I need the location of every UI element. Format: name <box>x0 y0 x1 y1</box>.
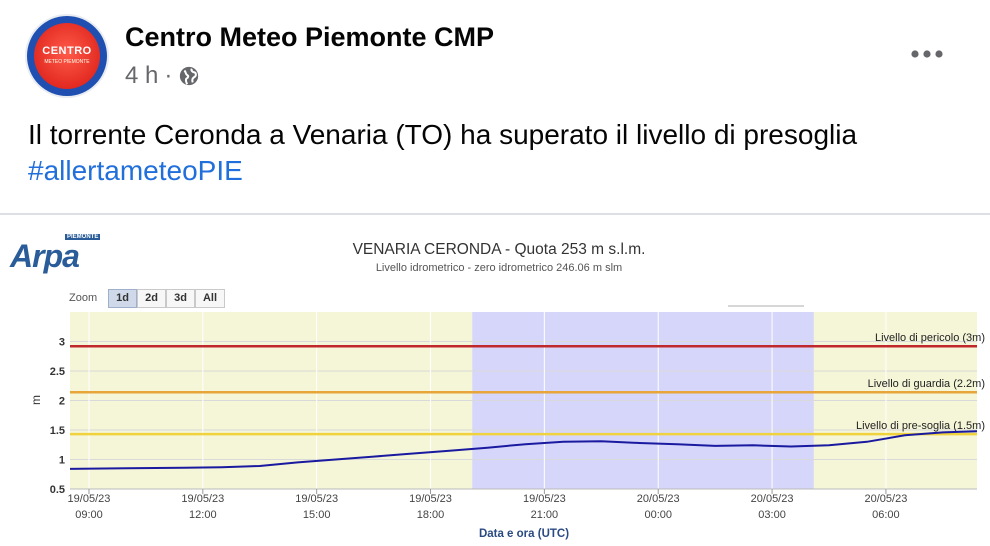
chart-subtitle: Livello idrometrico - zero idrometrico 2… <box>375 262 623 274</box>
post-caption: Il torrente Ceronda a Venaria (TO) ha su… <box>28 119 858 150</box>
chart-title: VENARIA CERONDA - Quota 253 m s.l.m. <box>352 241 646 258</box>
post-meta: 4 h · <box>125 62 200 90</box>
page-avatar[interactable]: CENTRO METEO PIEMONTE <box>27 16 107 96</box>
x-tick-time: 00:00 <box>644 509 672 521</box>
x-tick-date: 20/05/23 <box>637 493 680 505</box>
series-line <box>69 430 978 470</box>
arpa-logo-tag: PIEMONTE <box>65 234 101 240</box>
arpa-logo-text: Arpa <box>10 238 80 274</box>
post-header: CENTRO METEO PIEMONTE Centro Meteo Piemo… <box>0 0 990 110</box>
x-axis-label: Data e ora (UTC) <box>479 528 569 540</box>
arpa-logo: Arpa PIEMONTE <box>10 234 101 274</box>
navigator-handle[interactable] <box>728 305 804 307</box>
meta-separator: · <box>164 62 173 89</box>
x-tick-date: 20/05/23 <box>865 493 908 505</box>
y-axis-ticks: 0.5 1 1.5 2 2.5 3 <box>50 337 65 497</box>
threshold-lines: Livello di pericolo (3m) Livello di guard… <box>70 332 985 436</box>
x-tick-date: 19/05/23 <box>409 493 452 505</box>
x-tick-time: 09:00 <box>75 509 103 521</box>
x-tick-date: 19/05/23 <box>523 493 566 505</box>
avatar-badge: CENTRO METEO PIEMONTE <box>34 23 100 89</box>
y-tick-label: 0.5 <box>50 484 65 496</box>
x-tick-date: 19/05/23 <box>68 493 111 505</box>
chart-grid <box>70 312 977 490</box>
x-tick-time: 18:00 <box>417 509 445 521</box>
x-tick-date: 19/05/23 <box>295 493 338 505</box>
divider <box>0 213 990 215</box>
x-tick-time: 15:00 <box>303 509 331 521</box>
y-tick-label: 3 <box>59 337 65 349</box>
chart-svg: Livello di pericolo (3m) Livello di guard… <box>29 312 985 540</box>
threshold-label: Livello di pre-soglia (1.5m) <box>856 420 985 432</box>
chart-image[interactable]: Arpa PIEMONTE VENARIA CERONDA - Quota 25… <box>0 216 990 546</box>
y-tick-label: 2.5 <box>50 366 65 378</box>
x-tick-date: 19/05/23 <box>181 493 224 505</box>
post-time[interactable]: 4 h <box>125 62 159 89</box>
x-tick-time: 12:00 <box>189 509 217 521</box>
zoom-1d-button[interactable]: 1d <box>108 289 137 308</box>
y-tick-label: 1.5 <box>50 425 65 437</box>
y-tick-label: 2 <box>59 396 65 408</box>
page-name[interactable]: Centro Meteo Piemonte CMP <box>125 22 495 52</box>
post-text: Il torrente Ceronda a Venaria (TO) ha su… <box>28 117 857 189</box>
x-axis-ticks: 19/05/23 09:00 19/05/23 12:00 19/05/23 15:00 1… <box>68 489 908 521</box>
hashtag-link[interactable]: #allertameteoPIE <box>28 155 243 186</box>
threshold-label: Livello di guardia (2.2m) <box>868 378 985 390</box>
more-horizontal-icon[interactable] <box>907 40 947 68</box>
y-axis-label: m <box>29 395 43 405</box>
zoom-label: Zoom <box>69 292 98 304</box>
x-tick-time: 21:00 <box>531 509 559 521</box>
threshold-label: Livello di pericolo (3m) <box>875 332 985 344</box>
y-tick-label: 1 <box>59 455 65 467</box>
x-tick-time: 06:00 <box>872 509 900 521</box>
avatar-subtext: METEO PIEMONTE <box>44 59 90 65</box>
x-tick-time: 03:00 <box>758 509 786 521</box>
x-tick-date: 20/05/23 <box>751 493 794 505</box>
zoom-2d-button[interactable]: 2d <box>137 289 166 308</box>
zoom-all-button[interactable]: All <box>195 289 225 308</box>
avatar-text: CENTRO <box>42 45 92 57</box>
zoom-3d-button[interactable]: 3d <box>166 289 195 308</box>
globe-icon[interactable] <box>178 65 200 87</box>
